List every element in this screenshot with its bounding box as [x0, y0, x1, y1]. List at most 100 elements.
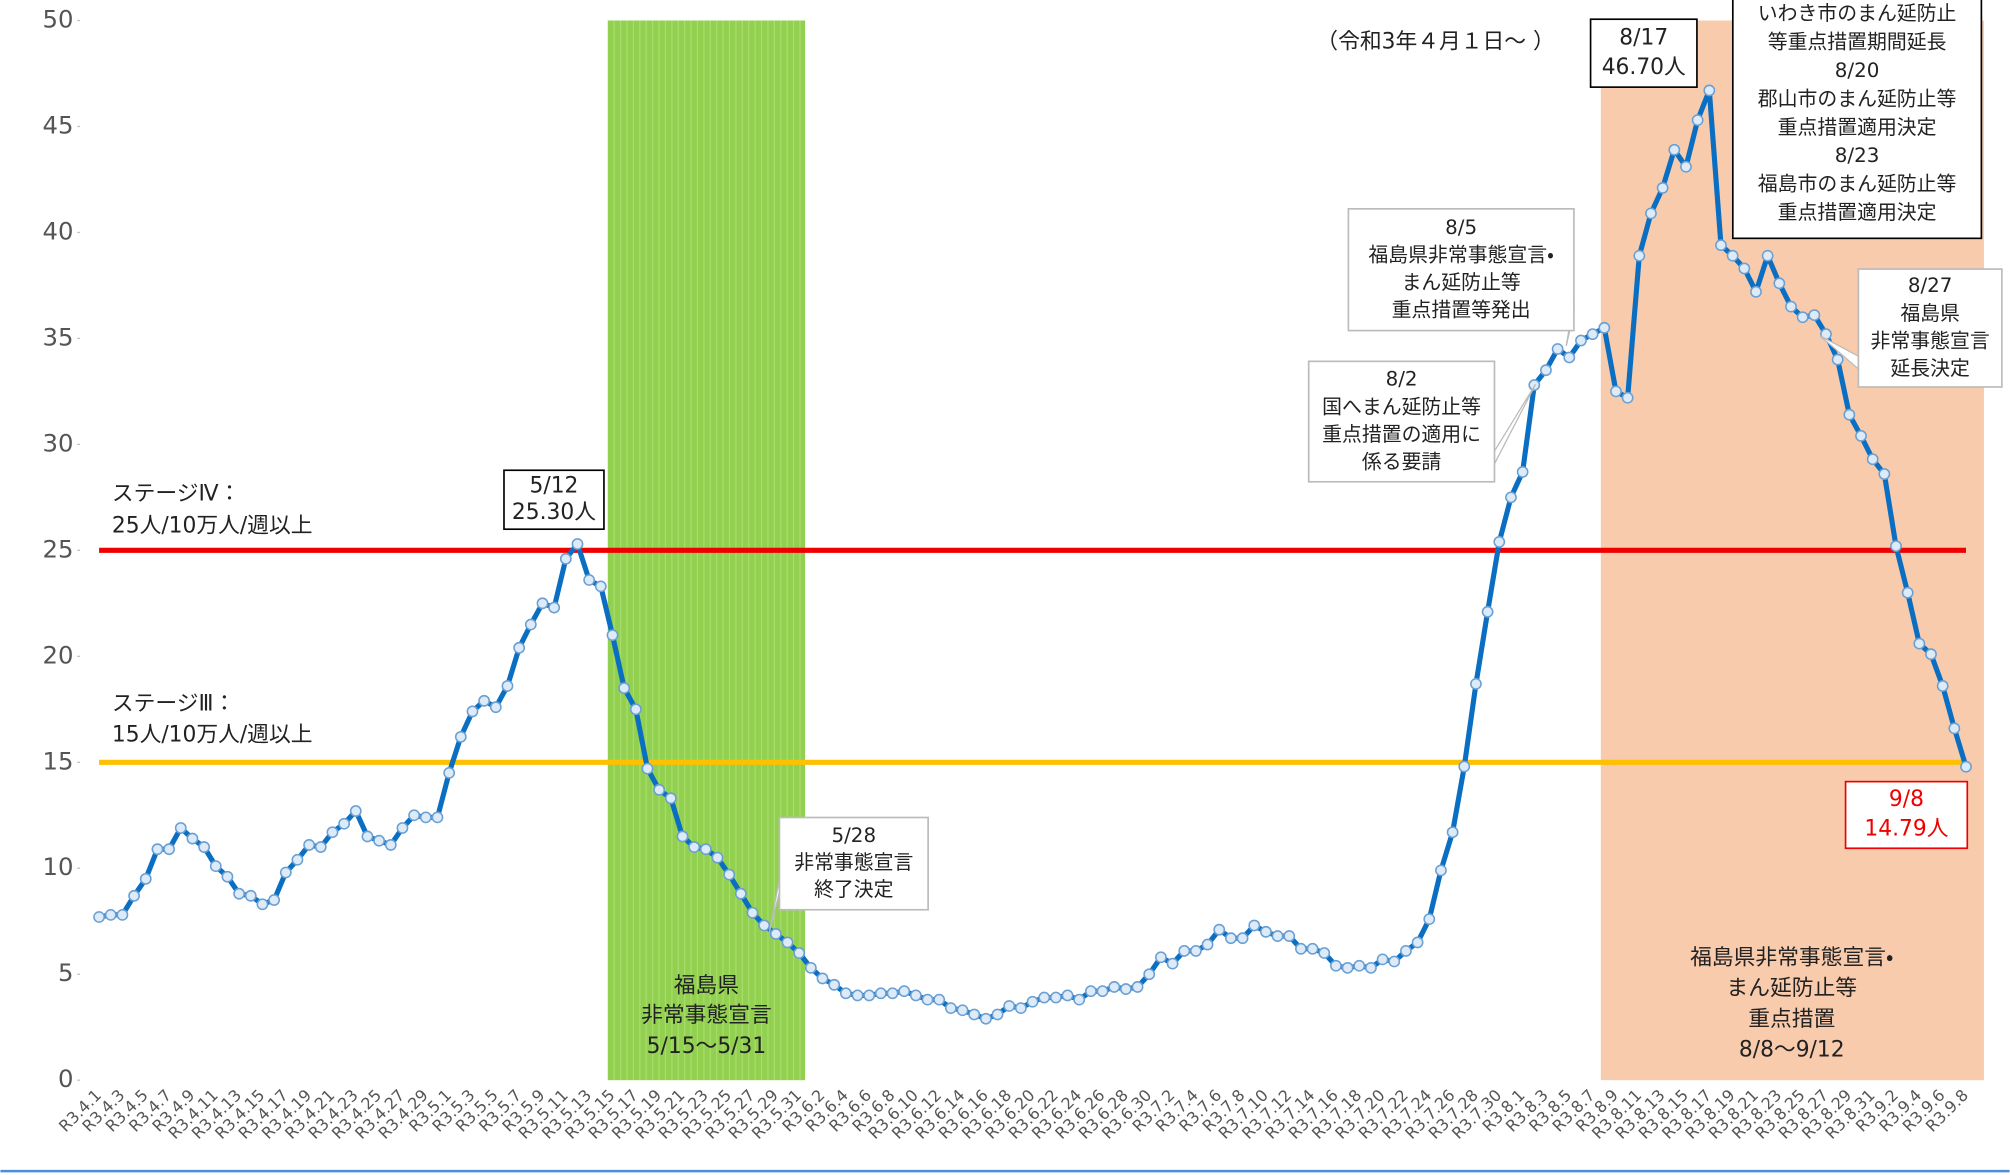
data-point	[746, 906, 759, 919]
data-point	[1843, 408, 1856, 421]
period-label: 重点措置	[1748, 1007, 1835, 1032]
data-point	[711, 851, 724, 864]
data-point	[1225, 932, 1237, 945]
data-point	[769, 928, 782, 940]
annotation-text: 8/20	[1835, 59, 1880, 82]
data-point	[1038, 991, 1051, 1004]
data-point	[618, 682, 631, 694]
data-point	[1516, 466, 1529, 478]
data-point	[606, 629, 619, 642]
data-point	[1691, 114, 1704, 127]
threshold-label: ステージⅢ：	[112, 692, 235, 717]
annotation-box	[1731, 0, 1983, 240]
threshold-sublabel: 25人/10万人/週以上	[112, 514, 313, 539]
data-point	[1166, 957, 1179, 970]
annotation-text: 福島県	[1900, 302, 1960, 325]
data-point	[139, 872, 152, 885]
data-point	[1143, 968, 1156, 981]
data-point	[1400, 945, 1412, 957]
data-point	[1715, 239, 1727, 252]
y-tick-label: 15	[42, 746, 73, 775]
data-point	[979, 1012, 992, 1025]
data-point	[1178, 945, 1191, 957]
data-point	[233, 887, 245, 900]
data-point	[629, 703, 642, 716]
annotation-text: 福島県非常事態宣言・	[1368, 243, 1553, 266]
y-tick-label: 40	[42, 216, 73, 245]
subtitle: （令和3年４月１日～ ）	[1316, 29, 1554, 54]
annotation-text: 5/28	[831, 824, 876, 847]
data-point	[338, 817, 351, 830]
annotation-text: 14.79人	[1864, 817, 1948, 842]
y-tick-label: 10	[42, 852, 73, 881]
data-point	[1785, 300, 1797, 313]
annotation-text: まん延防止等	[1402, 271, 1521, 294]
data-point	[186, 832, 199, 845]
data-point	[256, 898, 269, 911]
data-point	[991, 1008, 1004, 1021]
annotation-text: 係る要請	[1362, 450, 1442, 473]
period-label: 福島県	[674, 974, 739, 999]
annotation-text: 8/5	[1445, 216, 1477, 239]
data-point	[1528, 379, 1541, 391]
data-point	[1645, 207, 1657, 220]
data-point	[1084, 985, 1097, 998]
data-point	[361, 830, 374, 843]
annotation-text: 終了決定	[814, 878, 894, 901]
data-point	[1190, 945, 1202, 957]
data-point	[104, 908, 117, 921]
data-point	[583, 574, 596, 586]
data-point	[1925, 648, 1937, 661]
data-point	[1271, 930, 1284, 942]
threshold-label: ステージⅣ：	[112, 482, 240, 507]
y-tick-label: 20	[42, 640, 73, 669]
data-point	[478, 694, 491, 707]
data-point	[1330, 959, 1342, 972]
data-point	[863, 989, 876, 1002]
data-point	[1295, 942, 1307, 955]
data-point	[1248, 919, 1261, 932]
data-point	[1260, 925, 1272, 938]
data-point	[1750, 285, 1762, 298]
data-point	[1738, 262, 1751, 275]
data-point	[1376, 953, 1389, 966]
period-label: 5/15～5/31	[647, 1034, 767, 1059]
annotation-box	[1307, 360, 1496, 483]
annotation-text: 8/27	[1908, 274, 1953, 297]
data-point	[1411, 936, 1424, 949]
data-point	[1878, 468, 1891, 480]
data-point	[466, 705, 479, 718]
data-point	[851, 989, 864, 1002]
data-point	[174, 822, 187, 834]
data-point	[1680, 160, 1692, 173]
annotation-text: 国へまん延防止等	[1322, 395, 1481, 418]
data-point	[1423, 913, 1436, 926]
data-point	[1014, 1002, 1027, 1015]
data-point	[1388, 955, 1401, 968]
data-point	[1551, 343, 1564, 355]
data-point	[1470, 677, 1482, 690]
data-point	[921, 993, 934, 1006]
data-point	[1796, 311, 1809, 324]
data-point	[1155, 951, 1167, 964]
data-point	[571, 538, 584, 550]
data-point	[408, 809, 421, 822]
data-point	[151, 843, 164, 856]
data-point	[804, 961, 817, 974]
period-label: 8/8～9/12	[1739, 1038, 1845, 1063]
data-point	[559, 552, 572, 565]
data-point	[898, 985, 911, 998]
data-point	[396, 822, 409, 834]
data-point	[968, 1008, 981, 1021]
data-point	[443, 766, 456, 779]
data-point	[1960, 760, 1972, 773]
data-point	[524, 618, 537, 631]
data-point	[909, 989, 922, 1002]
data-point	[1890, 540, 1902, 552]
data-point	[501, 680, 514, 692]
data-point	[1831, 353, 1844, 366]
data-point	[1096, 985, 1109, 998]
data-point	[594, 580, 607, 593]
